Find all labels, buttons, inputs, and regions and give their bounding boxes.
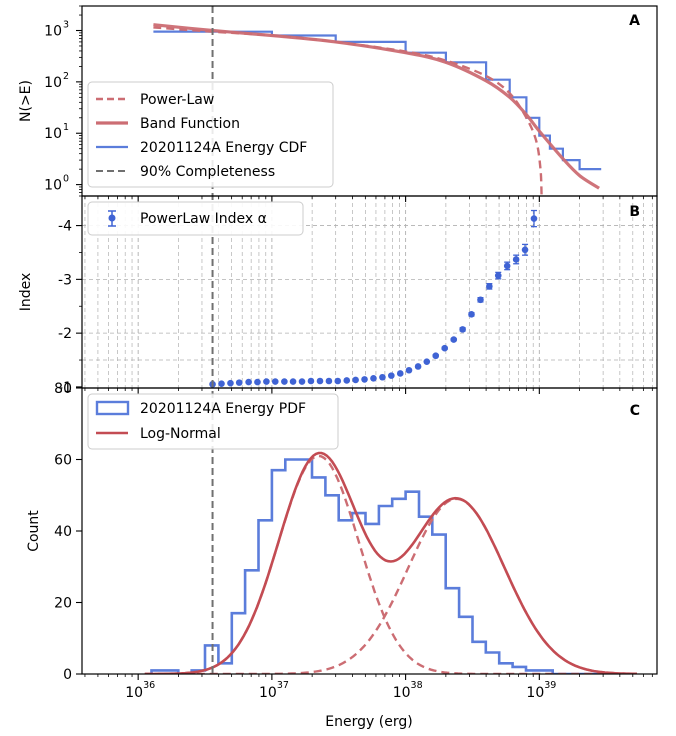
index-point [352, 376, 359, 384]
b-y-tick-label: -3 [58, 272, 72, 288]
index-point [441, 344, 448, 352]
index-point [503, 262, 511, 270]
a-y-tick-label: 10 [44, 75, 62, 91]
index-point [396, 370, 404, 377]
b-y-tick-label: -1 [58, 380, 72, 396]
panel-c-ylabel: Count [26, 510, 42, 552]
legend-cdf-label: 20201124A Energy CDF [140, 140, 307, 156]
x-tick-label-exponent: 36 [143, 680, 155, 691]
panel-a-plot [153, 23, 602, 196]
panel-b-legend: PowerLaw Index α [87, 201, 304, 236]
x-tick-label-exponent: 37 [277, 680, 289, 691]
index-point [388, 372, 395, 379]
panel-c-plot [144, 451, 637, 674]
index-point [298, 378, 306, 385]
index-point [530, 215, 538, 222]
panel-b-letter: B [629, 204, 640, 220]
index-point [271, 378, 279, 385]
panel-b-ylabel: Index [18, 273, 34, 312]
index-point [254, 378, 261, 386]
legend-completeness-label: 90% Completeness [140, 164, 275, 180]
x-tick-label-exponent: 39 [544, 680, 556, 691]
c-y-tick-label: 80 [54, 381, 72, 397]
a-y-tick-label-exponent: 0 [63, 174, 69, 185]
legend-index-label: PowerLaw Index α [140, 211, 267, 227]
legend-pdf-label: 20201124A Energy PDF [140, 401, 306, 417]
c-y-tick-label: 40 [54, 524, 72, 540]
index-point [450, 336, 458, 343]
index-point [307, 377, 315, 385]
index-point [361, 376, 368, 383]
index-point [370, 375, 377, 382]
a-y-tick-label-exponent: 2 [63, 71, 69, 82]
x-tick-label: 10 [393, 685, 411, 701]
x-tick-label-exponent: 38 [411, 680, 423, 691]
c-y-tick-label: 20 [54, 596, 72, 612]
index-point [281, 378, 288, 385]
index-point [486, 283, 493, 290]
power-law-line [153, 26, 543, 196]
index-point [218, 380, 225, 387]
index-point [468, 311, 475, 318]
panel-c-letter: C [630, 403, 640, 419]
index-point [289, 378, 297, 385]
legend-power-law-label: Power-Law [140, 92, 214, 108]
x-tick-label: 10 [125, 685, 143, 701]
index-point [423, 358, 431, 365]
panel-a-legend: Power-Law Band Function 20201124A Energy… [87, 81, 334, 188]
index-point [235, 379, 243, 386]
index-point [325, 377, 333, 385]
lognormal-component-1 [144, 454, 637, 674]
index-point [227, 379, 234, 387]
legend-index-marker [108, 214, 116, 222]
index-point [334, 377, 342, 385]
a-y-tick-label-exponent: 3 [63, 20, 69, 31]
a-y-tick-label-exponent: 1 [63, 122, 69, 133]
a-y-tick-label: 10 [44, 126, 62, 142]
index-point [405, 366, 413, 374]
c-y-tick-label: 0 [63, 667, 72, 683]
legend-lognormal-label: Log-Normal [140, 426, 221, 442]
legend-pdf-swatch [95, 400, 130, 416]
b-y-tick-label: -4 [58, 219, 72, 235]
index-point [521, 246, 529, 254]
legend-band-function-label: Band Function [140, 116, 240, 132]
a-y-tick-label: 10 [44, 24, 62, 40]
panel-c-legend: 20201124A Energy PDF Log-Normal [87, 393, 339, 450]
b-y-tick-label: -2 [58, 326, 72, 342]
x-tick-label: 10 [259, 685, 277, 701]
index-point [459, 326, 466, 333]
panel-b-plot [209, 209, 538, 388]
x-axis-label: Energy (erg) [325, 714, 412, 730]
c-y-tick-label: 60 [54, 453, 72, 469]
index-point [263, 378, 270, 385]
index-point [316, 377, 324, 385]
index-point [512, 256, 520, 263]
index-point [343, 377, 351, 384]
x-tick-label: 10 [526, 685, 544, 701]
index-point [432, 352, 440, 360]
index-point [379, 373, 386, 381]
panel-a-letter: A [629, 13, 640, 29]
lognormal-total [144, 451, 637, 674]
index-point [494, 272, 502, 279]
index-point [245, 378, 252, 386]
pdf-histogram [150, 458, 633, 674]
index-point [477, 296, 484, 304]
index-point [414, 363, 422, 370]
a-y-tick-label: 10 [44, 178, 62, 194]
panel-a-ylabel: N(>E) [18, 80, 34, 122]
